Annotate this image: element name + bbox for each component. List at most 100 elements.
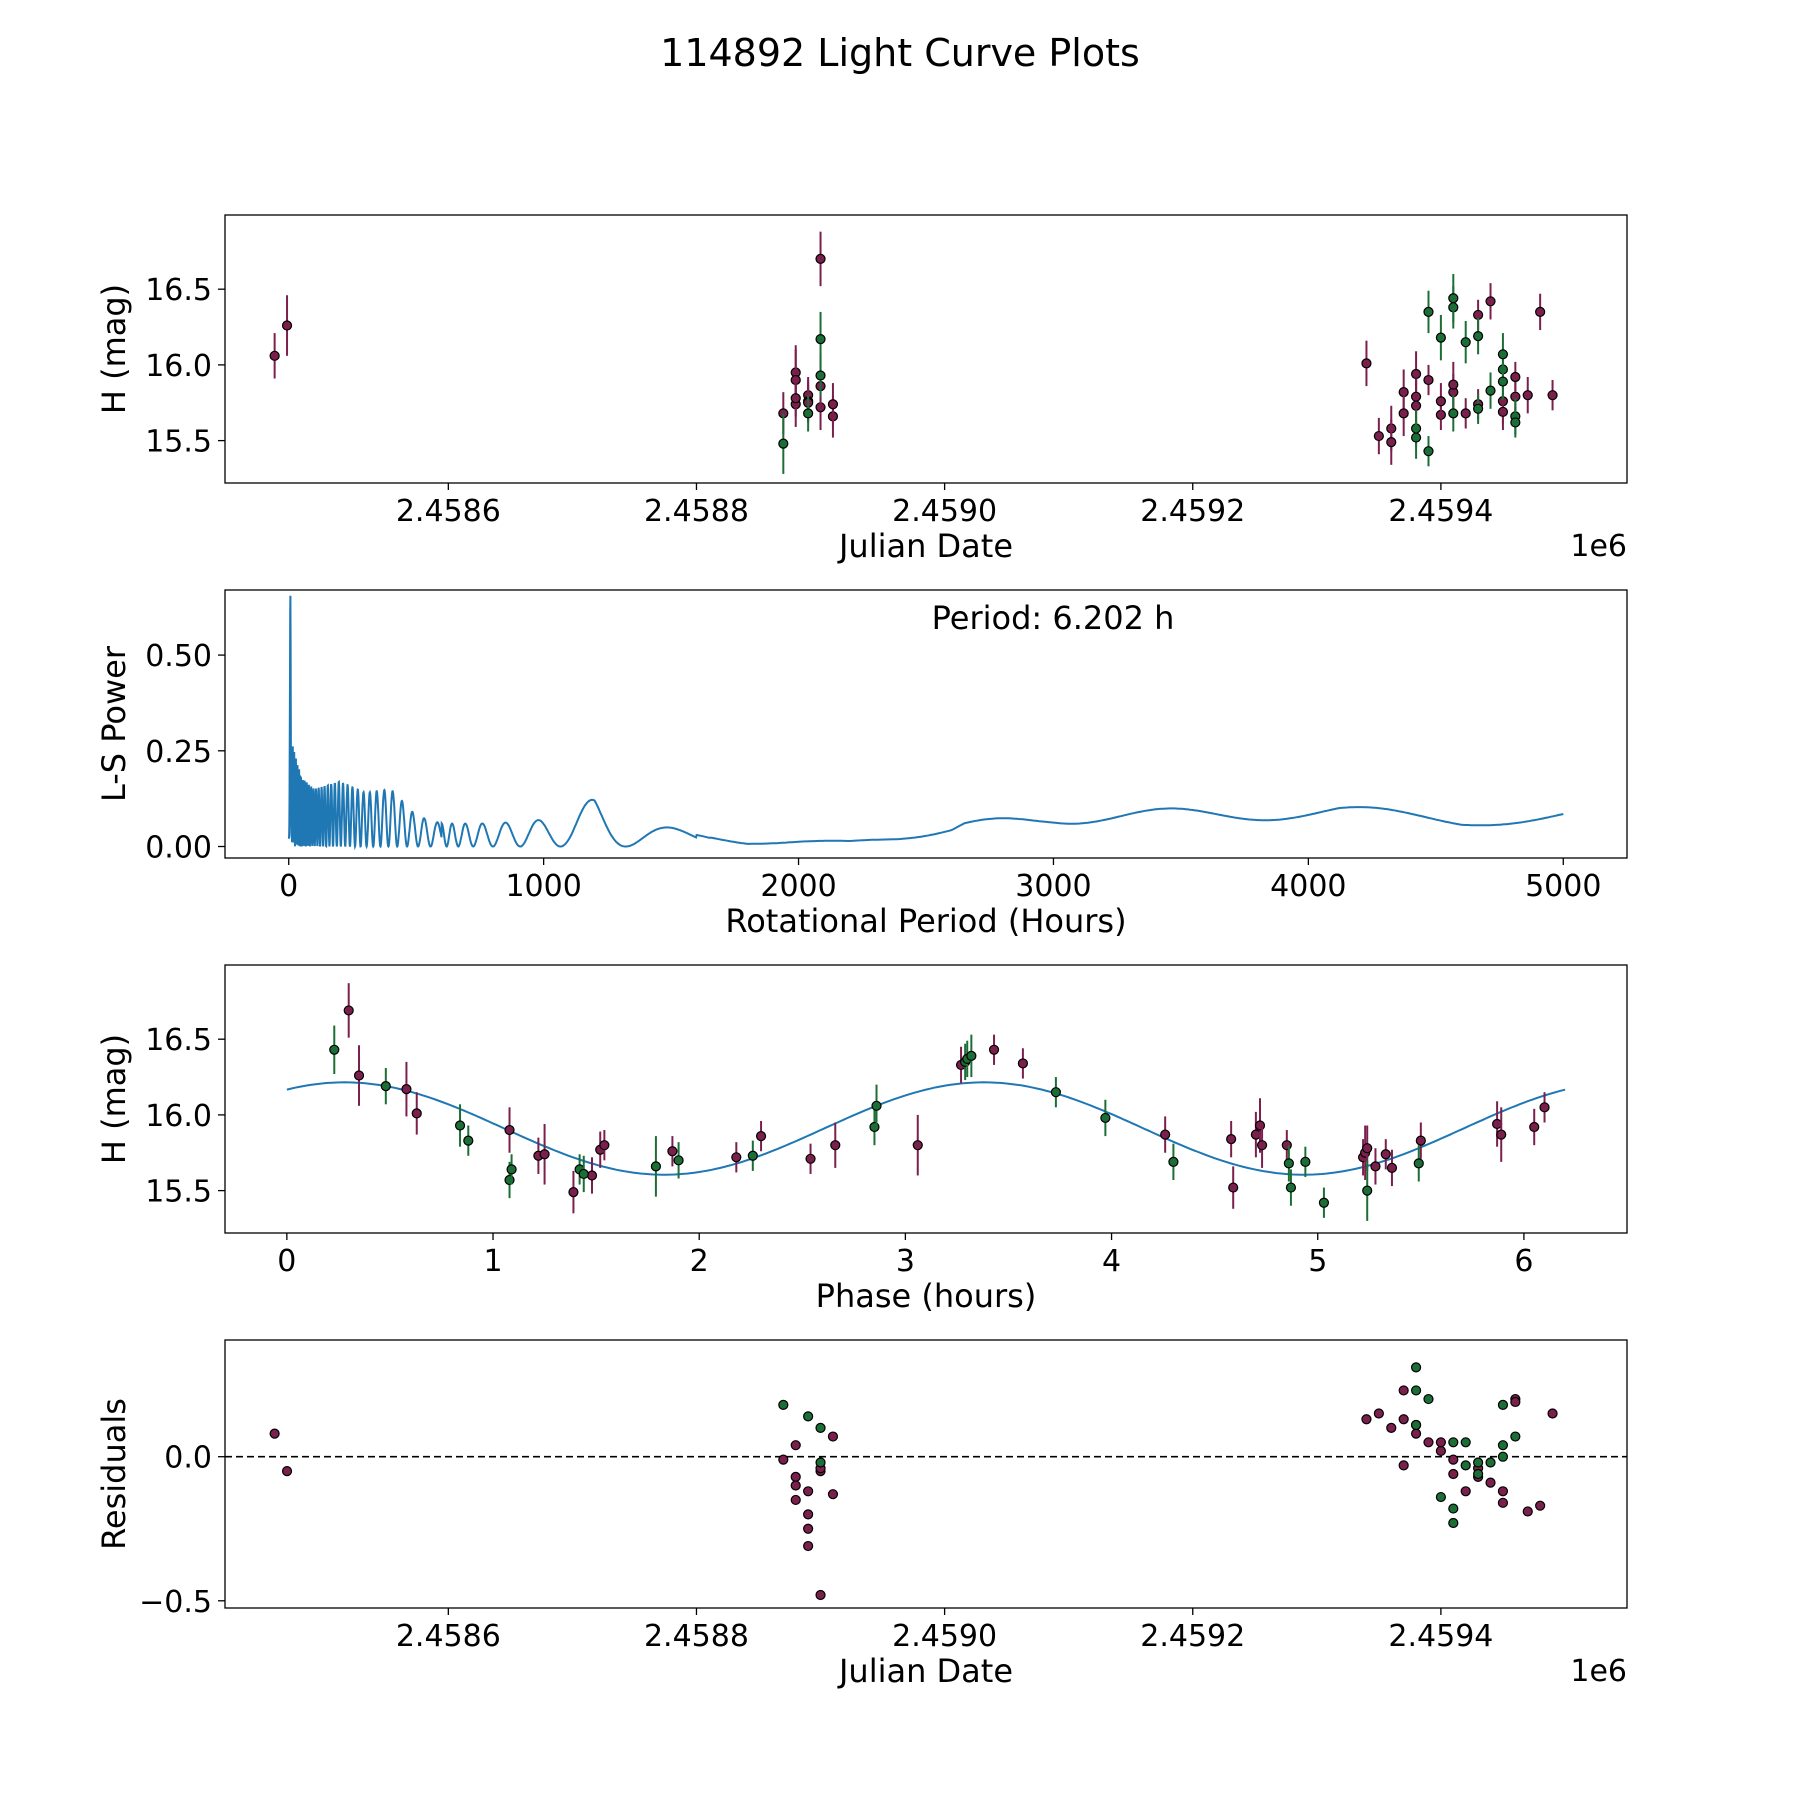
x-tick-label: 2.4592: [1140, 1619, 1245, 1654]
data-point: [827, 1431, 839, 1442]
data-point: [1473, 1468, 1484, 1480]
y-tick-label: 0.00: [145, 831, 212, 866]
residuals-axes: 2.4586 2.4588 2.4590 2.4592 2.4594 −0.5 0.0: [139, 1441, 1493, 1654]
phase-fold-axes: 0 1 2 3 4 5 6 15.5 16.0 16.5: [145, 1023, 1533, 1279]
data-point: [805, 1153, 816, 1164]
data-point: [1283, 1158, 1294, 1169]
light-curve-ylabel: H (mag): [95, 284, 133, 414]
x-tick-label: 2.4590: [892, 1619, 997, 1654]
data-point: [269, 1428, 280, 1439]
data-point: [803, 1509, 814, 1520]
data-point: [790, 1471, 801, 1482]
panel-residuals: 2.4586 2.4588 2.4590 2.4592 2.4594 −0.5 0.0 Ju…: [95, 1339, 1628, 1690]
data-point: [1485, 385, 1496, 396]
x-tick-label: 0: [277, 1244, 296, 1279]
data-point: [1539, 1102, 1550, 1113]
x-tick-label: 2.4586: [396, 1619, 501, 1654]
data-point: [1496, 1129, 1507, 1140]
data-point: [803, 1411, 814, 1422]
data-point: [539, 1149, 550, 1160]
y-tick-label: 0.0: [164, 1441, 212, 1476]
data-point: [599, 1140, 610, 1151]
data-point: [1497, 1451, 1509, 1462]
data-point: [1435, 1491, 1446, 1503]
data-point: [1100, 1112, 1111, 1124]
data-point: [1410, 1428, 1422, 1439]
data-point: [1497, 406, 1509, 417]
data-point: [329, 1044, 340, 1055]
data-point: [827, 399, 839, 410]
data-point: [353, 1070, 365, 1081]
data-point: [803, 408, 814, 419]
data-point: [1017, 1058, 1029, 1069]
data-point: [1448, 1454, 1459, 1465]
data-point: [1386, 1422, 1397, 1433]
data-point: [778, 1399, 789, 1410]
data-point: [1497, 376, 1509, 387]
data-point: [1423, 374, 1434, 386]
data-point: [667, 1146, 678, 1157]
data-point: [966, 1050, 977, 1061]
data-point: [1361, 358, 1372, 369]
y-tick-label: 16.0: [145, 1099, 212, 1134]
data-point: [815, 370, 826, 381]
data-point: [790, 1480, 801, 1491]
data-point: [343, 1005, 354, 1016]
x-tick-label: 2.4588: [644, 494, 749, 529]
data-point: [1410, 368, 1422, 380]
data-point: [815, 1422, 826, 1433]
data-point: [1281, 1140, 1292, 1151]
data-point: [1485, 1477, 1496, 1488]
x-tick-label: 1000: [505, 869, 581, 904]
data-point: [1460, 337, 1471, 348]
data-point: [869, 1121, 880, 1133]
residuals-data: [225, 1362, 1627, 1601]
data-point: [1410, 1362, 1422, 1373]
x-tick-label: 6: [1514, 1244, 1533, 1279]
data-point: [803, 1523, 814, 1534]
data-point: [790, 1494, 801, 1506]
data-point: [815, 334, 826, 345]
data-point: [269, 350, 280, 361]
data-point: [1497, 1486, 1509, 1497]
data-point: [586, 1170, 598, 1181]
x-tick-label: 2000: [760, 869, 836, 904]
phase-fold-frame: [224, 964, 1628, 1234]
data-point: [1398, 1385, 1409, 1396]
data-point: [1318, 1197, 1330, 1208]
data-point: [815, 1589, 826, 1601]
data-point: [673, 1155, 684, 1166]
data-point: [912, 1140, 923, 1151]
y-tick-label: 16.5: [145, 273, 212, 308]
data-point: [1497, 349, 1509, 360]
residuals-frame: [224, 1339, 1628, 1609]
data-point: [830, 1140, 841, 1151]
data-point: [1423, 306, 1434, 318]
phase-fold-ylabel: H (mag): [95, 1034, 133, 1164]
data-point: [1410, 1385, 1422, 1396]
data-point: [1256, 1140, 1268, 1151]
x-tick-label: 1: [483, 1244, 502, 1279]
data-point: [1435, 332, 1446, 343]
data-point: [1410, 391, 1422, 402]
data-point: [755, 1130, 767, 1142]
y-tick-label: 0.25: [145, 735, 212, 770]
data-point: [504, 1124, 515, 1136]
periodogram-axes: 0 1000 2000 3000 4000 5000 0.00 0.25 0.50: [145, 639, 1601, 904]
data-point: [803, 1486, 814, 1497]
data-point: [815, 253, 826, 265]
data-point: [1228, 1182, 1239, 1193]
data-point: [827, 1489, 839, 1500]
y-tick-label: 16.5: [145, 1023, 212, 1058]
data-point: [1485, 296, 1496, 307]
data-point: [778, 438, 789, 449]
panel-periodogram: 0 1000 2000 3000 4000 5000 0.00 0.25 0.50 Period…: [95, 589, 1628, 940]
data-point: [747, 1150, 758, 1161]
data-point: [790, 1440, 801, 1451]
y-tick-label: 0.50: [145, 639, 212, 674]
periodogram-line: [287, 595, 1564, 851]
data-point: [1497, 1497, 1509, 1508]
data-point: [1473, 1457, 1484, 1468]
data-point: [1362, 1143, 1373, 1154]
